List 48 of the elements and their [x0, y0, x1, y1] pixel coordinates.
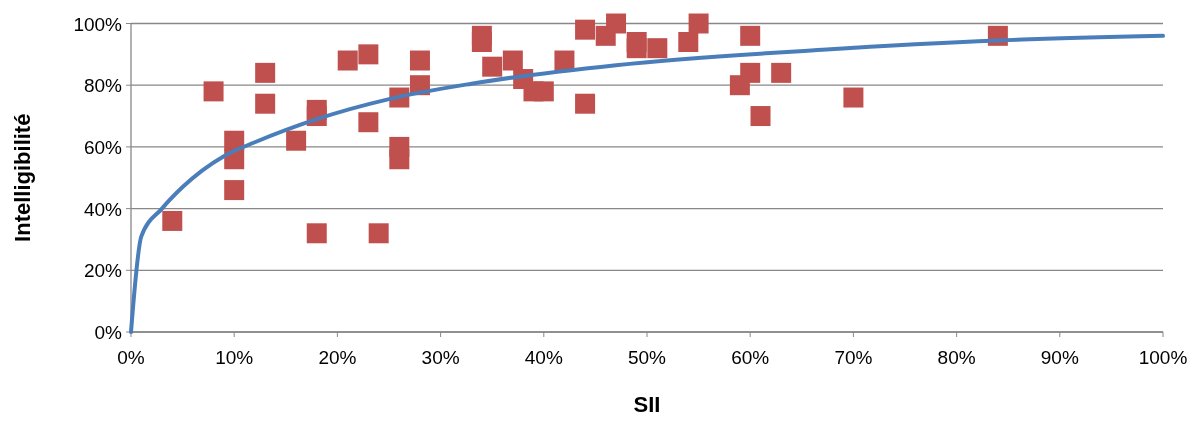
point — [286, 130, 307, 151]
point — [203, 81, 224, 102]
point — [740, 62, 761, 83]
point — [255, 93, 276, 114]
point — [162, 210, 183, 231]
point — [482, 56, 503, 77]
point — [409, 50, 430, 71]
x-tick-label: 40% — [524, 347, 563, 368]
point — [502, 50, 523, 71]
x-tick-label: 60% — [731, 347, 770, 368]
point — [337, 50, 358, 71]
point — [358, 44, 379, 65]
point — [750, 106, 771, 127]
x-tick-label: 80% — [937, 347, 976, 368]
point — [626, 38, 647, 59]
x-tick-label: 90% — [1040, 347, 1079, 368]
point — [224, 180, 245, 201]
x-tick-label: 10% — [215, 347, 254, 368]
point — [771, 62, 792, 83]
point — [575, 19, 596, 40]
x-axis-title: SII — [633, 392, 661, 417]
y-tick-label: 20% — [83, 260, 123, 282]
point — [306, 223, 327, 244]
point — [389, 149, 410, 170]
y-tick-label: 60% — [83, 136, 123, 158]
y-tick-label: 80% — [83, 75, 123, 97]
x-tick-label: 20% — [318, 347, 357, 368]
x-tick-label: 100% — [1138, 347, 1188, 368]
y-tick-label: 40% — [83, 198, 123, 220]
point — [575, 93, 596, 114]
y-tick-label: 100% — [73, 13, 123, 35]
x-tick-label: 70% — [834, 347, 873, 368]
point — [255, 62, 276, 83]
point — [843, 87, 864, 108]
point — [688, 13, 709, 34]
x-tick-label: 0% — [117, 347, 145, 368]
point — [678, 32, 699, 53]
point — [740, 25, 761, 46]
point — [647, 38, 668, 59]
y-tick-label: 0% — [94, 322, 123, 343]
point — [471, 32, 492, 53]
x-tick-label: 30% — [421, 347, 460, 368]
point — [358, 112, 379, 133]
point — [368, 223, 389, 244]
point — [533, 81, 554, 102]
x-tick-label: 50% — [627, 347, 667, 368]
point — [606, 13, 627, 34]
y-axis-title: Intelligibilité — [10, 113, 35, 242]
